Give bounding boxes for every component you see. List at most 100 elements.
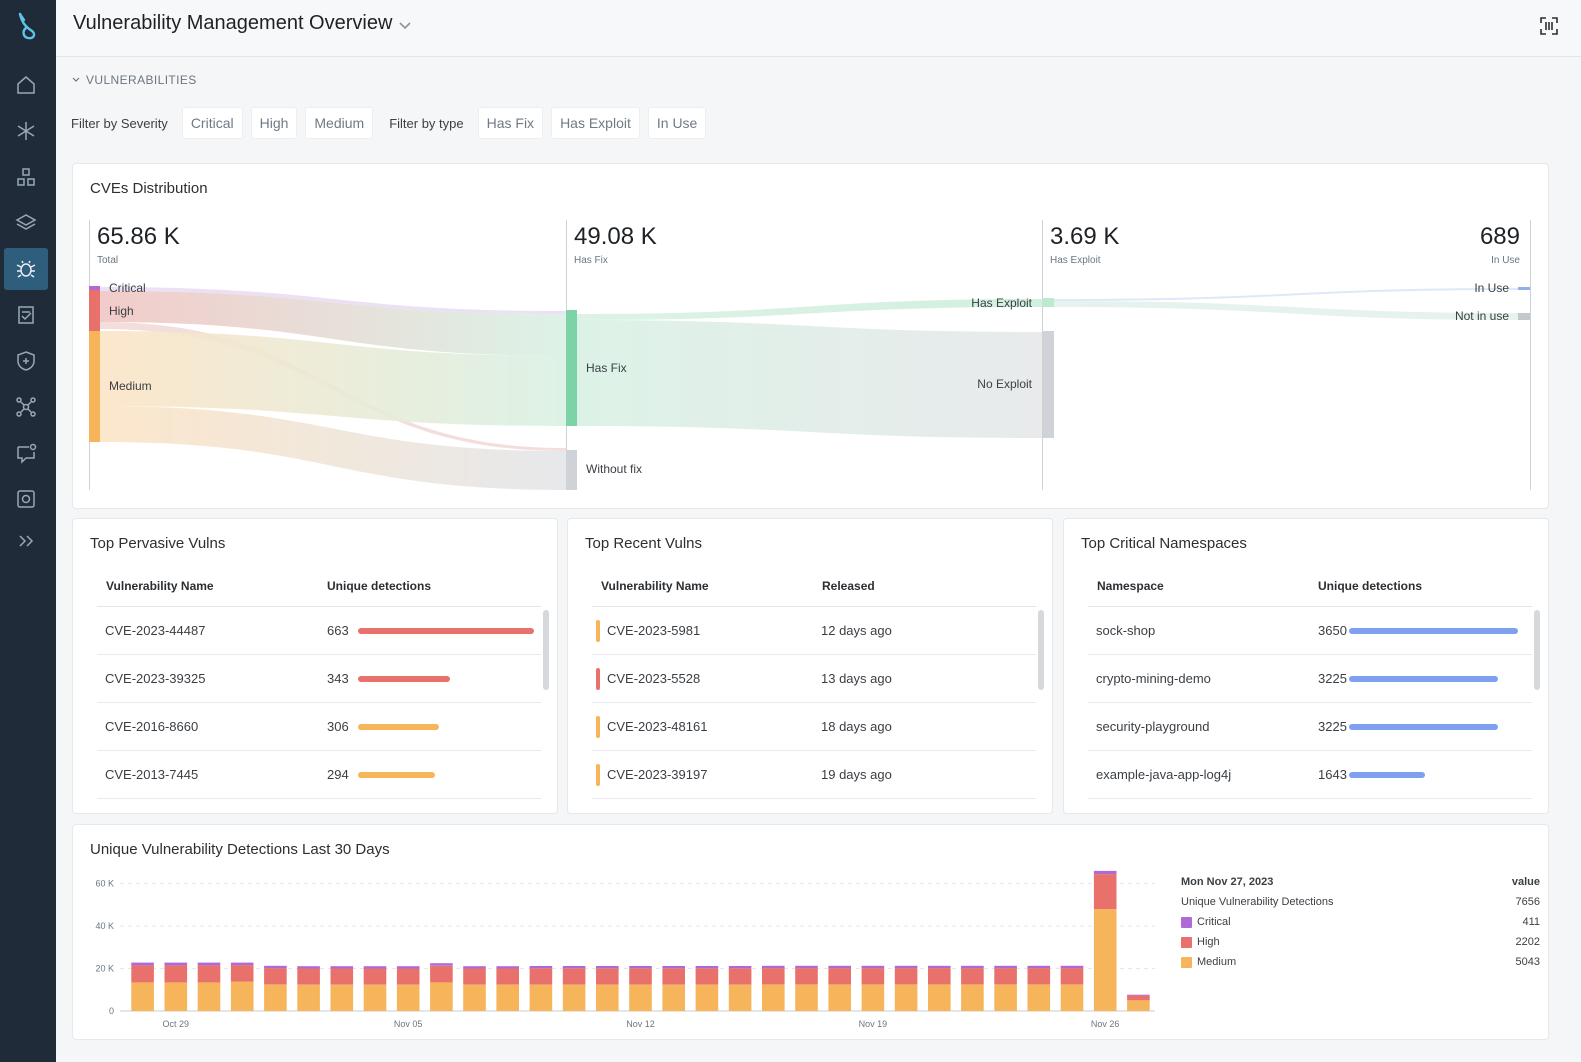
- table-row[interactable]: CVE-2023-48161 18 days ago: [592, 703, 1036, 751]
- bar-segment-medium[interactable]: [961, 984, 984, 1012]
- bar-segment-critical[interactable]: [795, 965, 818, 969]
- table-row[interactable]: CVE-2023-5981 12 days ago: [592, 607, 1036, 655]
- bar-segment-critical[interactable]: [629, 966, 652, 969]
- table-row[interactable]: CVE-2023-5528 13 days ago: [592, 655, 1036, 703]
- bar-segment-medium[interactable]: [164, 982, 188, 1011]
- bar-segment-critical[interactable]: [529, 966, 553, 969]
- bar-segment-medium[interactable]: [629, 984, 652, 1011]
- bar-segment-medium[interactable]: [363, 984, 387, 1011]
- bar-segment-critical[interactable]: [894, 965, 918, 969]
- filter-medium[interactable]: Medium: [305, 107, 374, 139]
- bar-segment-critical[interactable]: [1093, 870, 1117, 875]
- bar-segment-critical[interactable]: [264, 965, 287, 969]
- namespace-name[interactable]: example-java-app-log4j: [1096, 767, 1232, 782]
- bar-segment-high[interactable]: [430, 965, 453, 983]
- bar-segment-medium[interactable]: [928, 984, 951, 1012]
- integrations-icon[interactable]: [4, 110, 48, 152]
- bar-segment-critical[interactable]: [928, 965, 951, 969]
- table-row[interactable]: crypto-mining-demo 3225: [1088, 655, 1532, 703]
- bar-segment-medium[interactable]: [197, 982, 221, 1011]
- bar-segment-critical[interactable]: [596, 966, 619, 969]
- bar-segment-high[interactable]: [961, 968, 984, 985]
- namespace-name[interactable]: security-playground: [1096, 719, 1210, 734]
- bar-segment-critical[interactable]: [297, 966, 320, 969]
- bar-segment-medium[interactable]: [131, 982, 154, 1011]
- bar-segment-critical[interactable]: [197, 962, 221, 966]
- vulnerability-name[interactable]: CVE-2023-39325: [105, 671, 206, 686]
- column-header[interactable]: Namespace: [1097, 579, 1164, 593]
- capture-icon[interactable]: [4, 478, 48, 520]
- bar-segment-medium[interactable]: [828, 984, 851, 1012]
- bar-segment-critical[interactable]: [994, 965, 1017, 969]
- filter-has-fix[interactable]: Has Fix: [477, 107, 544, 139]
- bar-segment-high[interactable]: [596, 968, 619, 985]
- bar-segment-critical[interactable]: [396, 966, 420, 969]
- bar-segment-high[interactable]: [264, 968, 287, 985]
- bar-segment-medium[interactable]: [396, 984, 420, 1011]
- bar-segment-medium[interactable]: [894, 984, 918, 1012]
- bar-segment-medium[interactable]: [463, 984, 486, 1011]
- bar-segment-medium[interactable]: [529, 984, 553, 1011]
- bar-segment-medium[interactable]: [1127, 1000, 1150, 1011]
- bar-segment-high[interactable]: [164, 965, 188, 983]
- bar-segment-critical[interactable]: [496, 966, 519, 969]
- bar-segment-critical[interactable]: [562, 966, 586, 969]
- bar-segment-critical[interactable]: [131, 962, 154, 966]
- bar-segment-critical[interactable]: [463, 966, 486, 969]
- vulnerability-name[interactable]: CVE-2023-48161: [607, 719, 708, 734]
- bar-segment-critical[interactable]: [762, 965, 785, 969]
- bar-segment-medium[interactable]: [596, 984, 619, 1011]
- bar-segment-medium[interactable]: [795, 984, 818, 1012]
- bar-segment-medium[interactable]: [230, 981, 254, 1011]
- bar-segment-medium[interactable]: [1027, 984, 1051, 1012]
- bar-segment-critical[interactable]: [230, 962, 254, 966]
- bar-segment-high[interactable]: [894, 968, 918, 985]
- bar-segment-high[interactable]: [762, 968, 785, 985]
- bar-segment-critical[interactable]: [961, 965, 984, 969]
- bar-segment-critical[interactable]: [1060, 965, 1084, 969]
- scrollbar[interactable]: [1534, 610, 1540, 690]
- home-icon[interactable]: [4, 64, 48, 106]
- legend-row[interactable]: Critical 411: [1181, 913, 1540, 933]
- table-row[interactable]: CVE-2023-39197 19 days ago: [592, 751, 1036, 799]
- column-header[interactable]: Vulnerability Name: [601, 579, 709, 593]
- bar-segment-high[interactable]: [230, 965, 254, 982]
- table-row[interactable]: security-playground 3225: [1088, 703, 1532, 751]
- table-row[interactable]: CVE-2023-44487 663: [97, 607, 541, 655]
- bar-segment-high[interactable]: [363, 968, 387, 985]
- bar-segment-high[interactable]: [795, 968, 818, 985]
- filter-has-exploit[interactable]: Has Exploit: [551, 107, 640, 139]
- bar-segment-medium[interactable]: [562, 984, 586, 1011]
- bar-segment-critical[interactable]: [363, 966, 387, 969]
- bar-segment-critical[interactable]: [164, 962, 188, 966]
- table-row[interactable]: CVE-2013-7445 294: [97, 751, 541, 799]
- bar-segment-medium[interactable]: [728, 984, 752, 1011]
- bar-segment-critical[interactable]: [828, 965, 851, 969]
- compliance-icon[interactable]: [4, 294, 48, 336]
- expand-icon[interactable]: [4, 520, 48, 562]
- chevron-down-icon[interactable]: [396, 16, 414, 34]
- bar-segment-high[interactable]: [928, 968, 951, 985]
- bar-segment-medium[interactable]: [264, 984, 287, 1012]
- bar-segment-high[interactable]: [861, 968, 885, 985]
- bar-segment-high[interactable]: [197, 965, 221, 983]
- legend-row[interactable]: Medium 5043: [1181, 953, 1540, 973]
- logo-icon[interactable]: [0, 0, 56, 52]
- filter-critical[interactable]: Critical: [181, 107, 243, 139]
- table-row[interactable]: example-java-app-log4j 1643: [1088, 751, 1532, 799]
- vulnerability-name[interactable]: CVE-2023-44487: [105, 623, 206, 638]
- column-header[interactable]: Vulnerability Name: [106, 579, 214, 593]
- table-row[interactable]: sock-shop 3650: [1088, 607, 1532, 655]
- bar-segment-medium[interactable]: [762, 984, 785, 1012]
- bar-segment-medium[interactable]: [330, 984, 354, 1011]
- bar-segment-high[interactable]: [1093, 874, 1117, 910]
- legend-row[interactable]: Unique Vulnerability Detections 7656: [1181, 893, 1540, 913]
- scrollbar[interactable]: [543, 610, 549, 690]
- bar-segment-high[interactable]: [463, 968, 486, 985]
- layers-icon[interactable]: [4, 202, 48, 244]
- bar-segment-medium[interactable]: [695, 984, 719, 1011]
- bar-segment-high[interactable]: [1027, 968, 1051, 985]
- vulnerabilities-icon[interactable]: [4, 248, 48, 290]
- bar-segment-critical[interactable]: [728, 966, 752, 969]
- bar-segment-high[interactable]: [330, 968, 354, 985]
